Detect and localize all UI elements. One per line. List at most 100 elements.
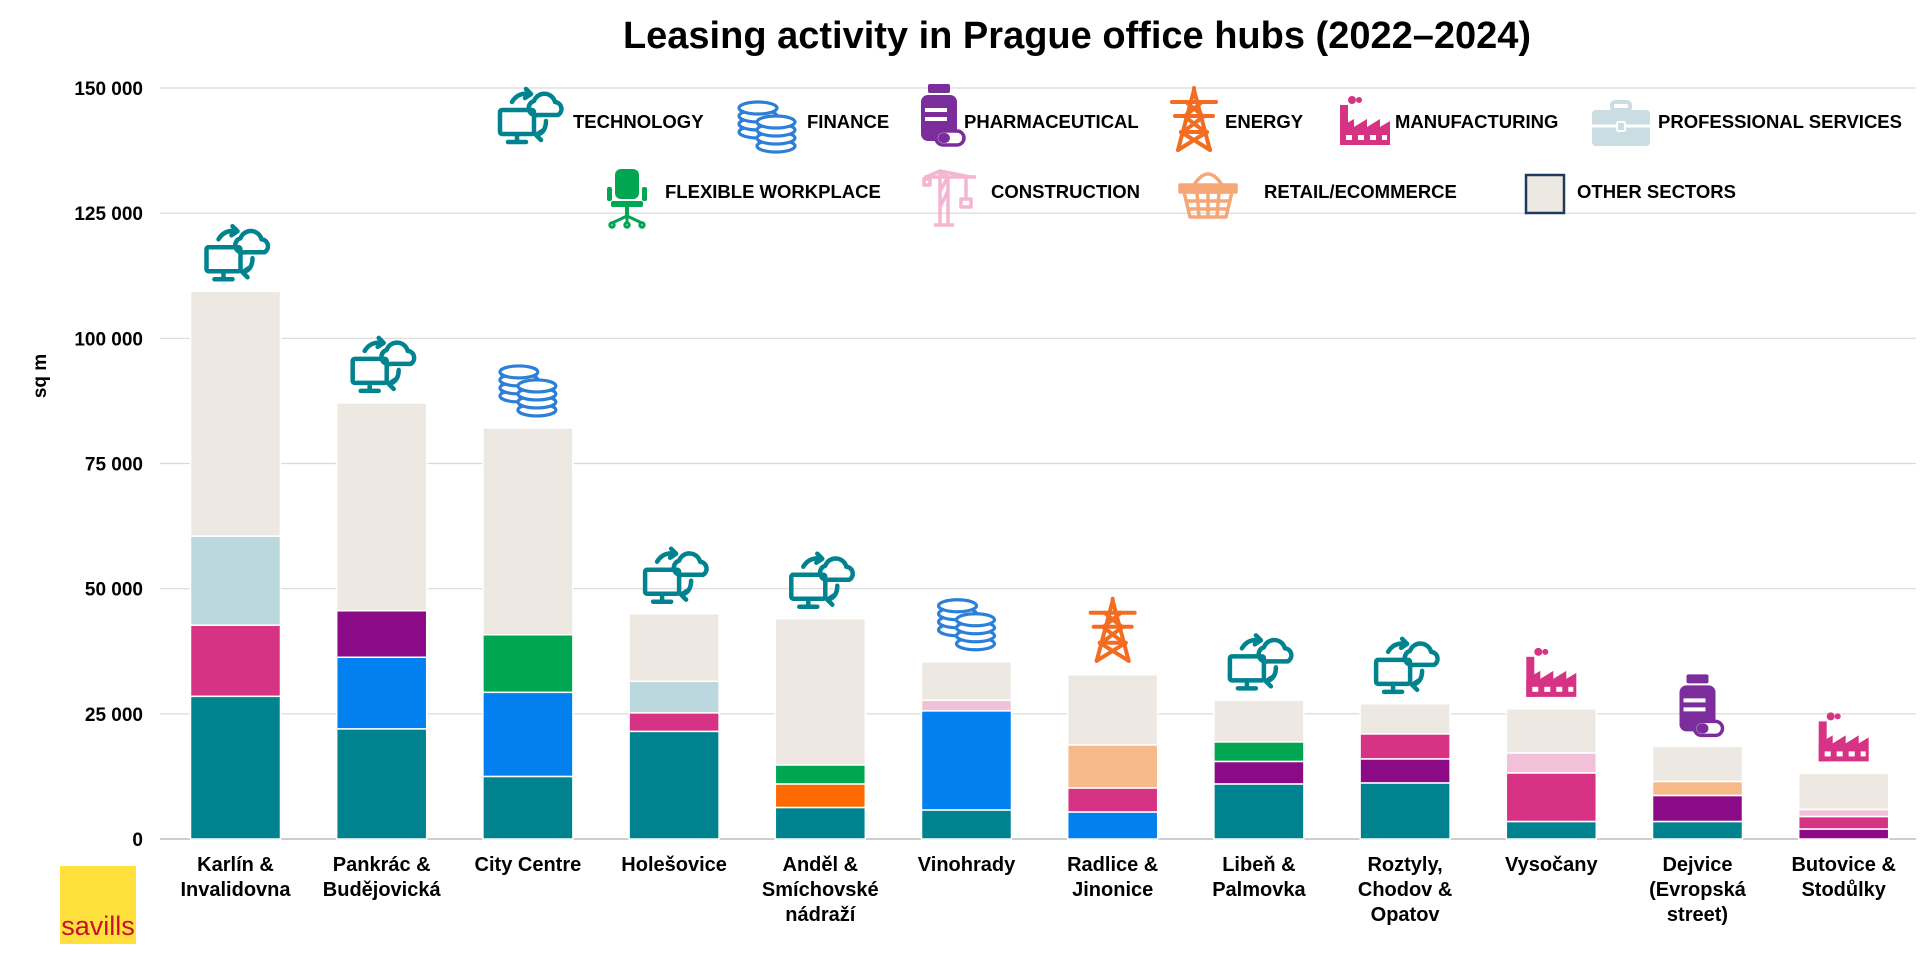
legend-entry: PROFESSIONAL SERVICES: [1590, 100, 1902, 148]
coins-icon: [498, 364, 558, 418]
legend-entry: MANUFACTURING: [1340, 96, 1558, 145]
briefcase-icon: [1590, 100, 1652, 148]
bar-segment: [1066, 744, 1159, 789]
logo-background: [60, 866, 136, 944]
x-category-label: City Centre: [475, 854, 582, 876]
bar-stack: [1066, 674, 1159, 840]
bar-segment: [335, 609, 428, 659]
x-category-label: Vinohrady: [918, 854, 1016, 876]
bar-segment: [774, 764, 867, 785]
bar-segment: [1213, 760, 1305, 785]
legend-label: RETAIL/ECOMMERCE: [1264, 181, 1457, 202]
x-category-label: Anděl & Smíchovské nádraží: [762, 854, 879, 926]
legend-entry: ENERGY: [1170, 86, 1304, 152]
y-axis-ticks: 0 25 000 50 000 75 000 100 000 125 000 150 000: [74, 79, 143, 851]
x-category-label: Libeň & Palmovka: [1212, 854, 1306, 901]
bar-segment: [482, 427, 574, 636]
x-category-label: Pankrác & Budějovická: [323, 854, 442, 901]
logo-text: savills: [61, 911, 135, 941]
bar-segment: [1066, 787, 1159, 813]
bar-segment: [1213, 741, 1305, 763]
bar-segment: [1359, 733, 1451, 760]
factory-icon: [1340, 96, 1390, 145]
bar-stack: [482, 427, 574, 840]
bar-segment: [189, 535, 282, 626]
bar-stack: [189, 290, 282, 840]
legend-entry: TECHNOLOGY: [500, 89, 704, 142]
legend-label: TECHNOLOGY: [573, 111, 704, 132]
bar-segment: [920, 710, 1013, 811]
y-tick-label: 125 000: [74, 204, 143, 225]
factory-icon: [1818, 712, 1869, 762]
bar-segment: [1797, 815, 1890, 830]
bar-segment: [1066, 811, 1159, 840]
bar-segment: [1797, 808, 1890, 818]
bar-segment: [920, 699, 1013, 712]
legend-label: ENERGY: [1225, 111, 1304, 132]
y-tick-label: 25 000: [85, 705, 143, 726]
x-category-label: Radlice & Jinonice: [1067, 854, 1158, 901]
y-tick-label: 0: [132, 830, 143, 851]
savills-logo: savills: [60, 866, 136, 944]
y-tick-label: 50 000: [85, 580, 143, 601]
crane-icon: [922, 169, 978, 227]
bar-segment: [628, 712, 720, 733]
bar-segment: [482, 691, 574, 778]
bar-segment: [774, 806, 867, 840]
legend-label: FLEXIBLE WORKPLACE: [665, 181, 881, 202]
pill-bottle-icon: [1677, 672, 1725, 738]
bar-segment: [1359, 758, 1451, 784]
pill-bottle-icon: [919, 82, 966, 147]
factory-icon: [1526, 647, 1577, 697]
legend-entry: OTHER SECTORS: [1524, 173, 1736, 215]
bar-segment: [335, 728, 428, 840]
x-category-label: Dejvice (Evropská street): [1649, 854, 1747, 926]
bar-segment: [1359, 703, 1451, 735]
bar-segment: [335, 656, 428, 730]
bar-segment: [1505, 820, 1598, 840]
bar-stack: [1359, 703, 1451, 840]
bar-stack: [1797, 772, 1890, 840]
bar-stack: [1651, 745, 1744, 840]
bar-stack: [774, 617, 867, 840]
bar-segment: [920, 661, 1013, 702]
pylon-icon: [1088, 596, 1137, 663]
bar-segment: [1797, 828, 1890, 840]
bar-segment: [920, 809, 1013, 840]
coins-icon: [737, 100, 797, 154]
bar-segment: [1505, 752, 1598, 774]
monitor-cloud-icon: [207, 226, 268, 279]
monitor-cloud-icon: [1230, 635, 1291, 688]
x-category-label: Holešovice: [621, 854, 727, 876]
legend-label: FINANCE: [807, 111, 889, 132]
legend: TECHNOLOGY FINANCE PHARMACEUTICAL ENERGY MAN…: [500, 82, 1902, 229]
legend-label: CONSTRUCTION: [991, 181, 1140, 202]
bar-segment: [482, 775, 574, 840]
pylon-icon: [1170, 86, 1218, 152]
y-tick-label: 75 000: [85, 455, 143, 476]
x-category-label: Roztyly, Chodov & Opatov: [1358, 854, 1452, 926]
bar-segment: [1797, 772, 1890, 811]
legend-label: MANUFACTURING: [1395, 111, 1558, 132]
bar-segment: [1651, 820, 1744, 840]
x-category-label: Butovice & Stodůlky: [1791, 854, 1895, 901]
bar-segment: [628, 612, 720, 683]
bar-stack: [628, 612, 720, 840]
office-chair-icon: [605, 167, 649, 229]
bar-segment: [189, 695, 282, 840]
legend-label: PROFESSIONAL SERVICES: [1658, 111, 1902, 132]
bar-segment: [1359, 782, 1451, 840]
bar-segment: [1213, 783, 1305, 840]
square-icon: [1524, 173, 1566, 215]
bar-segment: [1505, 772, 1598, 823]
bar-segment: [774, 617, 867, 766]
bar-segment: [189, 290, 282, 537]
legend-entry: RETAIL/ECOMMERCE: [1178, 172, 1457, 219]
bar-segment: [628, 680, 720, 714]
bars: [189, 290, 1890, 840]
x-axis-categories: Karlín & Invalidovna Pankrác & Budějovická C…: [180, 854, 1895, 926]
basket-icon: [1178, 172, 1238, 219]
bar-segment: [1066, 674, 1159, 746]
bar-segment: [1213, 699, 1305, 743]
